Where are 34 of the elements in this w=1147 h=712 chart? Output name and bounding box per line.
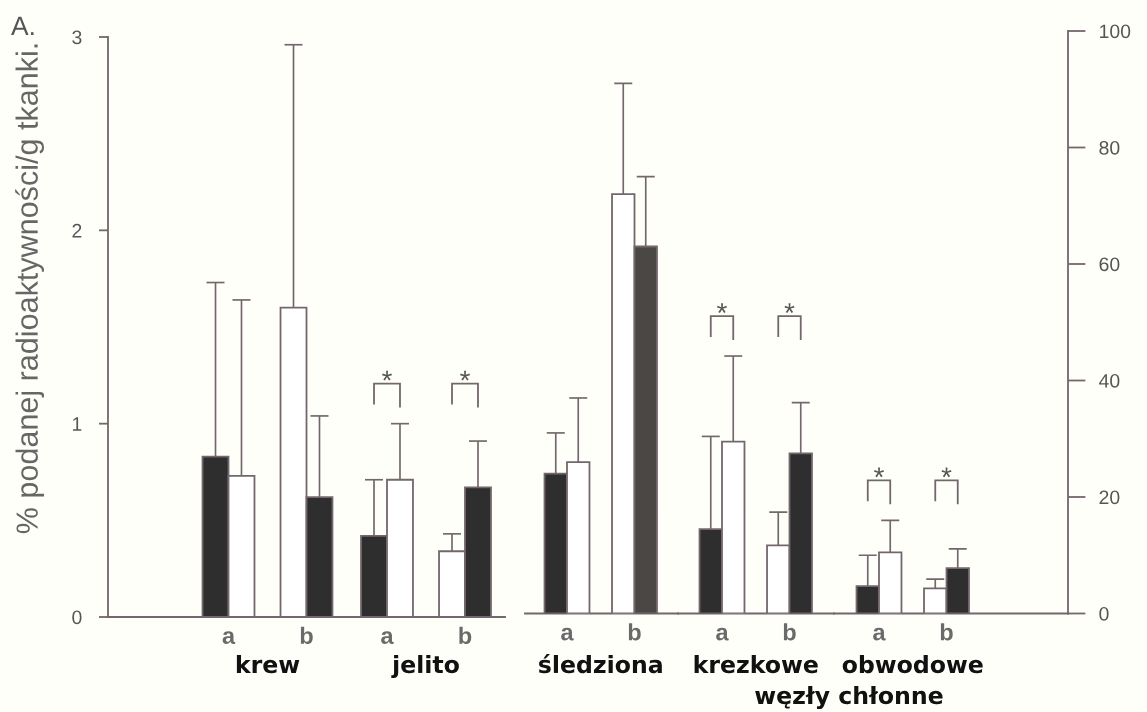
y2-tick-label: 100 — [1100, 24, 1131, 39]
x-tick-label: a — [561, 627, 574, 641]
x-tick-label: b — [783, 623, 796, 641]
x-axis-title: obwodowe — [842, 655, 983, 674]
x-tick-label: b — [628, 623, 641, 641]
annotation: * — [717, 303, 727, 313]
y-tick-label: 0 — [72, 610, 82, 625]
y-tick-label: 3 — [72, 30, 82, 45]
x-tick-label: b — [300, 626, 313, 645]
annotation: * — [382, 370, 392, 381]
annotation: * — [784, 303, 795, 313]
y2-tick-label: 60 — [1099, 257, 1120, 272]
y-axis-title: % podanej radioaktywności/g tkanki. — [15, 44, 44, 534]
annotation: * — [460, 370, 470, 381]
text: węzły chłonne — [755, 686, 943, 710]
x-tick-label: a — [222, 631, 236, 645]
y2-tick-label: 0 — [1099, 606, 1109, 621]
x-tick-label: b — [940, 623, 953, 641]
x-axis-title: krezkowe — [694, 655, 818, 674]
annotation: * — [941, 467, 952, 478]
y-tick-label: 1 — [72, 417, 82, 431]
x-axis-title: krew — [236, 655, 300, 674]
x-axis-title: śledziona — [539, 654, 662, 674]
y2-tick-label: 40 — [1099, 373, 1120, 388]
chart-title: A. — [11, 16, 34, 35]
x-tick-label: a — [873, 627, 886, 641]
x-axis-title: jelito — [391, 655, 459, 679]
annotation: * — [874, 467, 884, 478]
x-tick-label: a — [716, 627, 729, 641]
x-tick-label: b — [459, 626, 472, 645]
y2-tick-label: 20 — [1099, 490, 1120, 505]
y-tick-label: 2 — [72, 223, 82, 238]
y2-tick-label: 80 — [1099, 140, 1120, 155]
x-tick-label: a — [381, 631, 394, 645]
